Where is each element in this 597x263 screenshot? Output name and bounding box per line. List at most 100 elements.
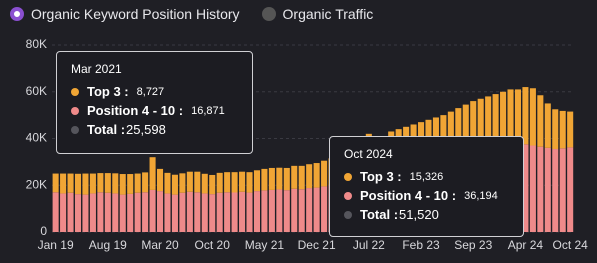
- bar-segment: [119, 174, 126, 195]
- bar-segment: [537, 95, 544, 147]
- bar-segment: [216, 172, 223, 193]
- bar-segment: [186, 171, 193, 192]
- radio-button[interactable]: [261, 7, 276, 21]
- x-tick-label: Mar 20: [141, 238, 179, 252]
- bar-segment: [567, 147, 574, 232]
- bar-segment: [74, 173, 82, 195]
- bar-segment: [97, 192, 104, 232]
- x-tick-label: May 21: [245, 238, 285, 252]
- bar-segment: [127, 174, 134, 194]
- bar-segment: [313, 187, 320, 232]
- bar-segment: [455, 108, 462, 155]
- bar-segment: [224, 192, 231, 232]
- legend-label: Organic Keyword Position History: [31, 6, 240, 22]
- legend: Organic Keyword Position History Organic …: [10, 6, 373, 22]
- bar-segment: [231, 192, 238, 232]
- bar-segment: [537, 146, 544, 232]
- tooltip-value: 51,520: [399, 207, 439, 222]
- bar-segment: [552, 109, 559, 150]
- bar-segment: [276, 189, 283, 232]
- x-tick-label: Jan 19: [38, 238, 74, 252]
- tooltip-dot: [71, 125, 79, 134]
- bar-segment: [179, 192, 186, 232]
- bar-segment: [60, 173, 67, 194]
- tooltip-label: Top 3 :: [360, 169, 402, 184]
- tooltip-label: Position 4 - 10 :: [87, 103, 184, 118]
- bar-segment: [82, 173, 89, 195]
- tooltip-row: Total :51,520: [344, 207, 509, 222]
- radio-button[interactable]: [10, 7, 24, 21]
- bar-segment: [164, 193, 171, 232]
- bar-segment: [194, 192, 201, 232]
- bar-segment: [194, 171, 201, 193]
- bar-segment: [321, 160, 328, 187]
- legend-item[interactable]: Organic Traffic: [261, 6, 373, 22]
- bar-segment: [142, 192, 149, 232]
- y-tick-label: 40K: [26, 131, 47, 145]
- bar-segment: [164, 172, 171, 194]
- tooltip-dot: [344, 210, 352, 219]
- bar-segment: [246, 172, 253, 193]
- x-tick-label: Oct 20: [195, 238, 231, 252]
- y-tick-label: 0: [40, 224, 47, 238]
- bar-segment: [522, 87, 529, 145]
- x-tick-label: Feb 23: [402, 238, 440, 252]
- tooltip-dot: [344, 172, 352, 181]
- bar-segment: [134, 192, 141, 232]
- tooltip-dot: [71, 106, 79, 115]
- bar-segment: [283, 190, 290, 232]
- tooltip-title: Oct 2024: [344, 147, 393, 161]
- bar-segment: [321, 186, 328, 232]
- bar-segment: [67, 173, 74, 193]
- bar-segment: [447, 111, 454, 157]
- bar-segment: [157, 191, 164, 232]
- bar-segment: [559, 110, 566, 149]
- x-tick-label: Oct 24: [552, 238, 588, 252]
- bar-segment: [485, 96, 492, 151]
- bar-segment: [89, 193, 96, 232]
- bar-segment: [201, 193, 208, 232]
- bar-segment: [276, 167, 283, 190]
- bar-segment: [171, 174, 178, 195]
- tooltip-label: Total :: [87, 122, 126, 137]
- bar-segment: [544, 147, 551, 232]
- bar-segment: [291, 165, 298, 189]
- bar-segment: [231, 172, 238, 193]
- tooltip-value: 16,871: [191, 104, 225, 117]
- bar-segment: [529, 145, 536, 232]
- bar-segment: [253, 170, 260, 192]
- bar-segment: [298, 189, 305, 232]
- tooltip: Oct 2024 Top 3 : 15,326 Position 4 - 10 : 36…: [329, 136, 524, 237]
- legend-item[interactable]: Organic Keyword Position History: [10, 6, 240, 22]
- y-tick-label: 20K: [26, 177, 47, 191]
- bar-segment: [559, 148, 566, 232]
- bar-segment: [52, 192, 59, 232]
- bar-segment: [60, 193, 67, 232]
- bar-segment: [291, 188, 298, 232]
- bar-segment: [209, 194, 216, 232]
- bar-segment: [149, 157, 156, 190]
- tooltip-value: 8,727: [136, 85, 165, 98]
- tooltip-label: Total :: [360, 207, 399, 222]
- x-tick-label: Aug 19: [89, 238, 127, 252]
- bar-segment: [306, 188, 313, 232]
- tooltip-row: Top 3 : 8,727: [71, 84, 238, 99]
- bar-segment: [268, 189, 275, 232]
- bar-segment: [157, 168, 164, 192]
- bar-segment: [89, 173, 96, 194]
- bar-segment: [112, 173, 119, 194]
- bar-segment: [239, 191, 246, 232]
- x-tick-label: Apr 24: [508, 238, 544, 252]
- bar-segment: [134, 173, 141, 193]
- bar-segment: [313, 163, 320, 188]
- bar-segment: [507, 89, 514, 147]
- bar-segment: [149, 189, 156, 232]
- bar-segment: [171, 194, 178, 232]
- bar-segment: [522, 144, 529, 232]
- tooltip-label: Position 4 - 10 :: [360, 188, 457, 203]
- bar-segment: [306, 164, 313, 189]
- x-tick-label: Sep 23: [454, 238, 492, 252]
- tooltip-value: 15,326: [409, 170, 444, 183]
- bar-segment: [97, 173, 104, 193]
